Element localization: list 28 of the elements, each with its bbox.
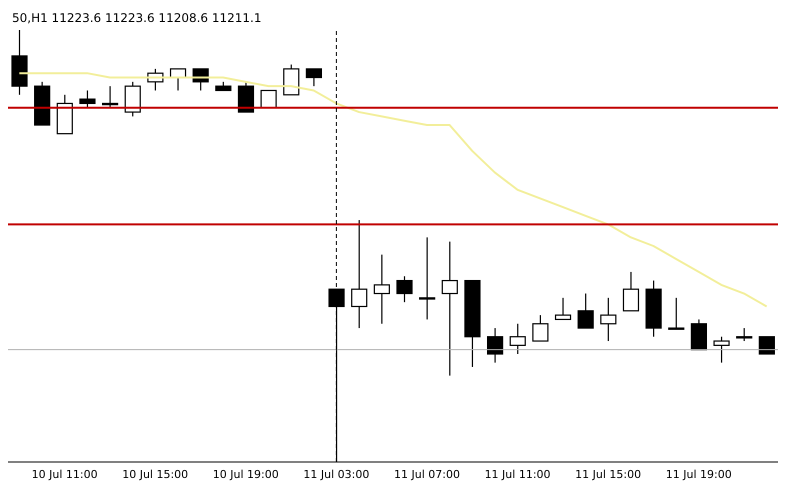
candlestick bbox=[419, 236, 436, 320]
candlestick bbox=[306, 68, 322, 87]
candlestick bbox=[260, 90, 277, 108]
candlestick bbox=[622, 271, 640, 312]
candlestick bbox=[736, 327, 752, 342]
x-tick-label: 11 Jul 19:00 bbox=[666, 468, 732, 481]
candlestick bbox=[668, 297, 684, 330]
x-tick-label: 10 Jul 19:00 bbox=[212, 468, 279, 481]
candlestick bbox=[600, 297, 616, 342]
candlestick bbox=[351, 219, 368, 329]
x-tick-label: 11 Jul 03:00 bbox=[303, 468, 370, 481]
candlestick bbox=[554, 297, 572, 320]
candlestick bbox=[396, 276, 413, 303]
candlestick bbox=[532, 314, 548, 342]
candlestick bbox=[578, 292, 594, 329]
x-tick-label: 11 Jul 15:00 bbox=[575, 468, 642, 481]
x-tick-label: 10 Jul 15:00 bbox=[122, 468, 188, 481]
candlestick bbox=[442, 241, 458, 376]
candlestick bbox=[374, 254, 390, 324]
x-tick-label: 11 Jul 11:00 bbox=[484, 468, 551, 481]
x-tick-label: 11 Jul 07:00 bbox=[394, 468, 460, 481]
candlestick bbox=[758, 336, 775, 355]
chart-title: 50,H1 11223.6 11223.6 11208.6 11211.1 bbox=[12, 11, 262, 25]
candlestick bbox=[713, 336, 730, 364]
candlestick bbox=[486, 327, 504, 364]
candlestick bbox=[79, 90, 96, 108]
x-tick-label: 10 Jul 11:00 bbox=[32, 468, 98, 481]
candlestick bbox=[510, 323, 526, 355]
